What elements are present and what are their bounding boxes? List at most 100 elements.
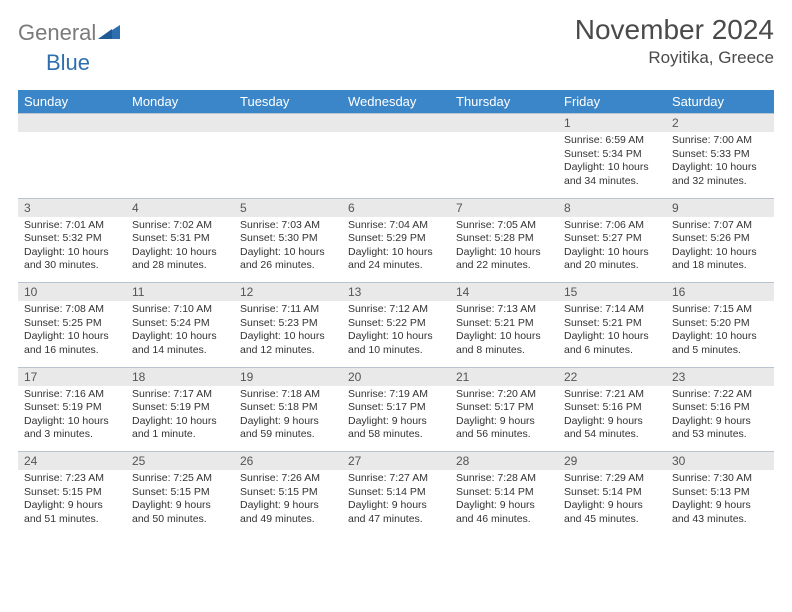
date-cell: 21	[450, 367, 558, 386]
daylight-text: Daylight: 9 hours	[24, 499, 120, 513]
sunset-text: Sunset: 5:33 PM	[672, 148, 768, 162]
sunset-text: Sunset: 5:17 PM	[456, 401, 552, 415]
day-cell: Sunrise: 7:17 AMSunset: 5:19 PMDaylight:…	[126, 386, 234, 452]
daylight-text: Daylight: 10 hours	[564, 330, 660, 344]
day-cell: Sunrise: 7:11 AMSunset: 5:23 PMDaylight:…	[234, 301, 342, 367]
date-cell: 1	[558, 114, 666, 133]
weekday-header-row: Sunday Monday Tuesday Wednesday Thursday…	[18, 90, 774, 114]
logo: General	[18, 14, 122, 46]
day-cell: Sunrise: 7:06 AMSunset: 5:27 PMDaylight:…	[558, 217, 666, 283]
sunrise-text: Sunrise: 7:06 AM	[564, 219, 660, 233]
sunrise-text: Sunrise: 7:05 AM	[456, 219, 552, 233]
sunset-text: Sunset: 5:16 PM	[564, 401, 660, 415]
daylight-text2: and 34 minutes.	[564, 175, 660, 189]
daylight-text2: and 1 minute.	[132, 428, 228, 442]
date-cell: 14	[450, 283, 558, 302]
daylight-text2: and 6 minutes.	[564, 344, 660, 358]
day-cell: Sunrise: 7:15 AMSunset: 5:20 PMDaylight:…	[666, 301, 774, 367]
date-cell: 25	[126, 452, 234, 471]
date-cell: 19	[234, 367, 342, 386]
weekday-header: Tuesday	[234, 90, 342, 114]
day-cell: Sunrise: 7:21 AMSunset: 5:16 PMDaylight:…	[558, 386, 666, 452]
date-cell: 9	[666, 198, 774, 217]
sunset-text: Sunset: 5:20 PM	[672, 317, 768, 331]
daylight-text2: and 16 minutes.	[24, 344, 120, 358]
sunset-text: Sunset: 5:21 PM	[456, 317, 552, 331]
weekday-header: Thursday	[450, 90, 558, 114]
daylight-text: Daylight: 10 hours	[672, 161, 768, 175]
body-row: Sunrise: 7:16 AMSunset: 5:19 PMDaylight:…	[18, 386, 774, 452]
sunset-text: Sunset: 5:30 PM	[240, 232, 336, 246]
sunrise-text: Sunrise: 7:04 AM	[348, 219, 444, 233]
day-cell	[450, 132, 558, 198]
daylight-text: Daylight: 9 hours	[348, 499, 444, 513]
daylight-text2: and 32 minutes.	[672, 175, 768, 189]
daylight-text2: and 54 minutes.	[564, 428, 660, 442]
date-cell: 20	[342, 367, 450, 386]
day-cell: Sunrise: 7:27 AMSunset: 5:14 PMDaylight:…	[342, 470, 450, 536]
sunrise-text: Sunrise: 7:12 AM	[348, 303, 444, 317]
daylight-text2: and 8 minutes.	[456, 344, 552, 358]
daylight-text: Daylight: 10 hours	[24, 330, 120, 344]
sunset-text: Sunset: 5:26 PM	[672, 232, 768, 246]
body-row: Sunrise: 7:08 AMSunset: 5:25 PMDaylight:…	[18, 301, 774, 367]
daylight-text: Daylight: 10 hours	[564, 161, 660, 175]
day-cell: Sunrise: 7:12 AMSunset: 5:22 PMDaylight:…	[342, 301, 450, 367]
day-cell: Sunrise: 7:30 AMSunset: 5:13 PMDaylight:…	[666, 470, 774, 536]
day-cell: Sunrise: 7:29 AMSunset: 5:14 PMDaylight:…	[558, 470, 666, 536]
day-cell: Sunrise: 7:23 AMSunset: 5:15 PMDaylight:…	[18, 470, 126, 536]
daylight-text: Daylight: 10 hours	[456, 246, 552, 260]
date-cell: 22	[558, 367, 666, 386]
sunset-text: Sunset: 5:28 PM	[456, 232, 552, 246]
sunrise-text: Sunrise: 7:17 AM	[132, 388, 228, 402]
weekday-header: Monday	[126, 90, 234, 114]
day-cell: Sunrise: 7:02 AMSunset: 5:31 PMDaylight:…	[126, 217, 234, 283]
sunset-text: Sunset: 5:15 PM	[240, 486, 336, 500]
sunrise-text: Sunrise: 7:10 AM	[132, 303, 228, 317]
daylight-text2: and 49 minutes.	[240, 513, 336, 527]
date-cell: 15	[558, 283, 666, 302]
sunrise-text: Sunrise: 7:11 AM	[240, 303, 336, 317]
sunset-text: Sunset: 5:17 PM	[348, 401, 444, 415]
daylight-text: Daylight: 9 hours	[348, 415, 444, 429]
sunset-text: Sunset: 5:23 PM	[240, 317, 336, 331]
daylight-text2: and 3 minutes.	[24, 428, 120, 442]
daylight-text2: and 43 minutes.	[672, 513, 768, 527]
daylight-text: Daylight: 9 hours	[132, 499, 228, 513]
daylight-text2: and 24 minutes.	[348, 259, 444, 273]
day-cell: Sunrise: 7:25 AMSunset: 5:15 PMDaylight:…	[126, 470, 234, 536]
weekday-header: Wednesday	[342, 90, 450, 114]
day-cell	[342, 132, 450, 198]
sunrise-text: Sunrise: 7:02 AM	[132, 219, 228, 233]
sunset-text: Sunset: 5:14 PM	[564, 486, 660, 500]
sunset-text: Sunset: 5:13 PM	[672, 486, 768, 500]
daylight-text2: and 50 minutes.	[132, 513, 228, 527]
day-cell: Sunrise: 7:19 AMSunset: 5:17 PMDaylight:…	[342, 386, 450, 452]
daylight-text: Daylight: 10 hours	[672, 330, 768, 344]
weekday-header: Friday	[558, 90, 666, 114]
date-cell: 16	[666, 283, 774, 302]
daylight-text: Daylight: 10 hours	[24, 415, 120, 429]
day-cell: Sunrise: 7:08 AMSunset: 5:25 PMDaylight:…	[18, 301, 126, 367]
daylight-text2: and 22 minutes.	[456, 259, 552, 273]
daylight-text: Daylight: 10 hours	[240, 330, 336, 344]
daylight-text2: and 45 minutes.	[564, 513, 660, 527]
date-cell	[18, 114, 126, 133]
logo-text-general: General	[18, 20, 96, 46]
calendar-table: Sunday Monday Tuesday Wednesday Thursday…	[18, 90, 774, 536]
sunrise-text: Sunrise: 7:00 AM	[672, 134, 768, 148]
date-cell: 3	[18, 198, 126, 217]
daylight-text: Daylight: 10 hours	[132, 415, 228, 429]
date-cell: 30	[666, 452, 774, 471]
day-cell: Sunrise: 7:14 AMSunset: 5:21 PMDaylight:…	[558, 301, 666, 367]
date-cell: 23	[666, 367, 774, 386]
sunrise-text: Sunrise: 7:20 AM	[456, 388, 552, 402]
weekday-header: Saturday	[666, 90, 774, 114]
day-cell: Sunrise: 7:28 AMSunset: 5:14 PMDaylight:…	[450, 470, 558, 536]
date-cell	[234, 114, 342, 133]
daylight-text2: and 28 minutes.	[132, 259, 228, 273]
date-cell: 13	[342, 283, 450, 302]
day-cell: Sunrise: 7:26 AMSunset: 5:15 PMDaylight:…	[234, 470, 342, 536]
daylight-text: Daylight: 9 hours	[456, 499, 552, 513]
daylight-text: Daylight: 9 hours	[564, 499, 660, 513]
